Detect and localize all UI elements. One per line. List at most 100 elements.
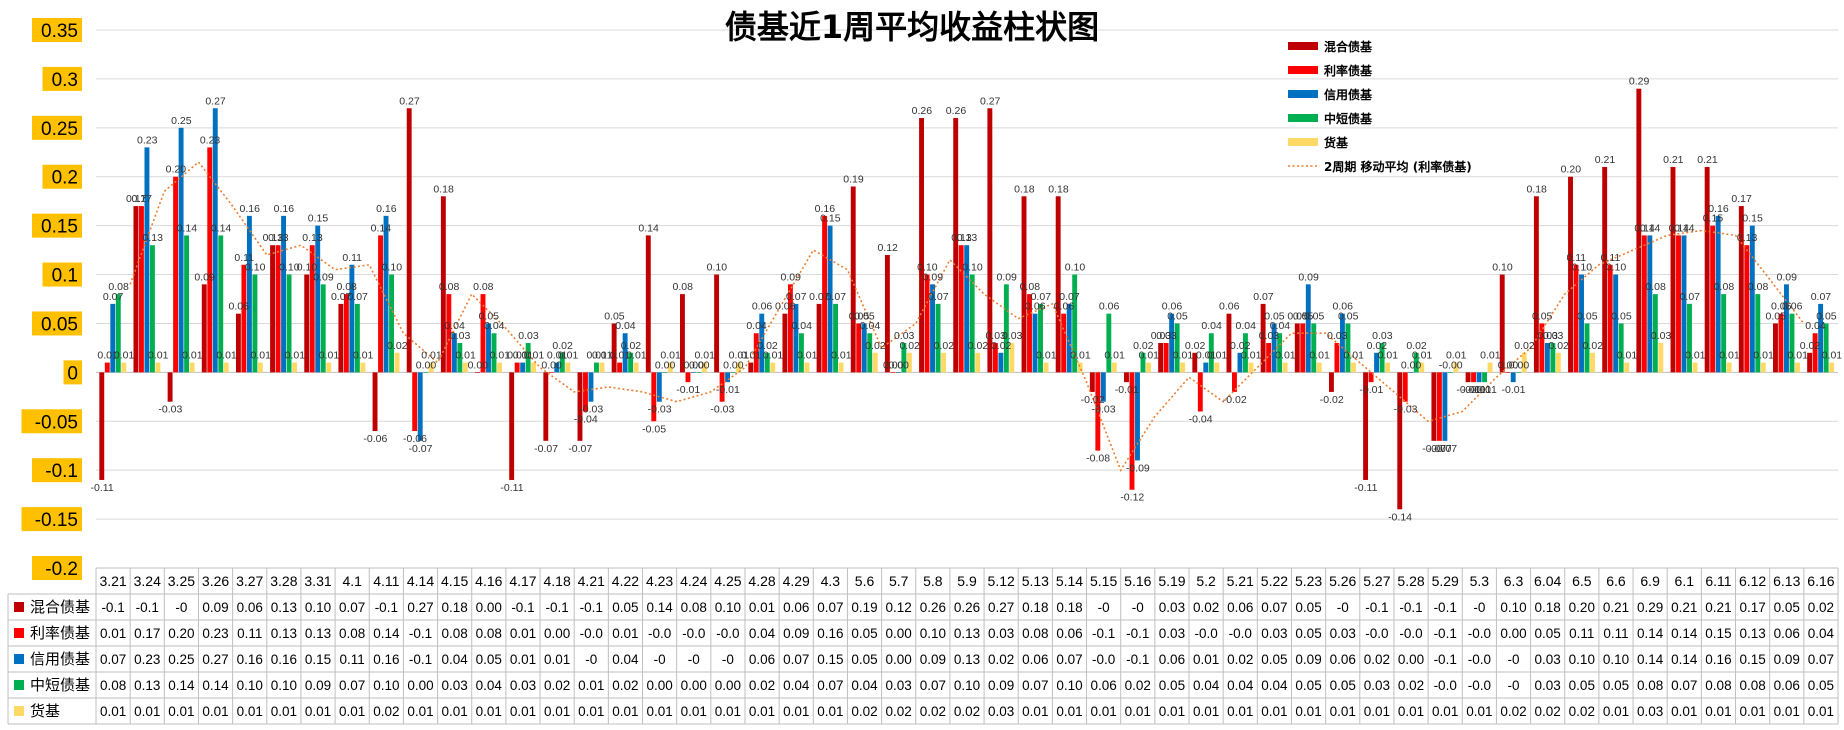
table-cell: 0.00 — [715, 678, 741, 693]
bar — [1795, 362, 1800, 373]
bar — [1692, 362, 1698, 373]
bar — [1681, 235, 1687, 373]
data-label: 0.00 — [723, 359, 744, 371]
table-cell: 0.01 — [100, 704, 126, 719]
bar — [270, 245, 276, 373]
bar — [838, 362, 844, 373]
data-label: 0.17 — [132, 193, 153, 205]
data-label: -0.01 — [676, 384, 700, 396]
table-cell: 0.01 — [1159, 704, 1185, 719]
data-label: 0.13 — [263, 232, 284, 244]
data-label: 0.08 — [473, 281, 494, 293]
table-cell: 0.25 — [168, 652, 194, 667]
table-cell: 0.08 — [1637, 678, 1663, 693]
data-label: 0.27 — [399, 95, 420, 107]
data-label: 0.08 — [108, 281, 129, 293]
data-label: 0.14 — [211, 222, 232, 234]
table-cell: 0.11 — [340, 652, 365, 667]
bar — [309, 245, 315, 373]
bar — [656, 372, 662, 402]
table-cell: 0.10 — [305, 600, 331, 615]
data-label: 0.13 — [1737, 232, 1758, 244]
table-cell: 0.05 — [1603, 678, 1629, 693]
table-cell: 0.27 — [407, 600, 433, 615]
bar — [1032, 313, 1038, 373]
table-cell: 0.01 — [100, 626, 126, 641]
data-label: 0.01 — [1788, 350, 1809, 362]
category-label: 5.16 — [1124, 573, 1151, 589]
data-label: -0.01 — [1467, 384, 1491, 396]
trendline-layer — [129, 160, 1805, 472]
bar — [895, 372, 901, 373]
bar — [480, 294, 486, 373]
bar — [1339, 313, 1345, 373]
table-cell: -0 — [1508, 678, 1520, 693]
table-legend-key — [14, 602, 24, 612]
table-cell: 0.15 — [817, 652, 843, 667]
table-cell: 0.06 — [1774, 678, 1800, 693]
category-label: 5.15 — [1090, 573, 1117, 589]
table-cell: 0.23 — [202, 626, 228, 641]
table-cell: -0.0 — [1468, 678, 1491, 693]
table-cell: 0.14 — [646, 600, 673, 615]
data-label: -0.11 — [91, 482, 114, 494]
bar — [110, 303, 116, 373]
data-label: 0.01 — [1617, 350, 1638, 362]
bar — [1784, 284, 1789, 373]
bar — [1232, 372, 1237, 392]
bar — [1311, 323, 1317, 373]
data-label: 0.04 — [791, 320, 812, 332]
table-cell: 0.07 — [100, 652, 126, 667]
bar — [782, 313, 788, 373]
bar — [770, 362, 776, 373]
data-label: 0.12 — [877, 242, 898, 254]
bar — [622, 333, 628, 373]
category-label: 4.24 — [680, 573, 707, 589]
bar — [1687, 303, 1692, 373]
bar — [1715, 215, 1721, 373]
data-label: 0.10 — [279, 262, 300, 274]
table-cell: 0.02 — [1125, 678, 1151, 693]
data-label: -0.07 — [534, 443, 558, 455]
bar — [1055, 196, 1061, 373]
category-label: 6.5 — [1572, 573, 1592, 589]
data-label: 0.08 — [336, 281, 357, 293]
table-cell: 0.21 — [1705, 600, 1731, 615]
data-label: 0.01 — [763, 350, 784, 362]
data-label: 0.14 — [371, 222, 392, 234]
data-label: 0.09 — [923, 271, 944, 283]
table-legend-key — [14, 706, 24, 716]
bar — [1316, 362, 1322, 373]
table-cell: -0.0 — [1399, 626, 1422, 641]
table-cell: 0.00 — [886, 626, 912, 641]
bar — [133, 206, 139, 373]
data-label: 0.23 — [200, 134, 221, 146]
data-label: 0.10 — [917, 262, 938, 274]
bar — [1818, 303, 1824, 373]
bar — [884, 254, 890, 373]
bar — [326, 362, 332, 373]
bar — [1180, 362, 1186, 373]
data-label: 0.05 — [1611, 310, 1632, 322]
table-cell: 0.01 — [510, 626, 536, 641]
category-label: 5.6 — [855, 573, 875, 589]
data-label: 0.16 — [815, 203, 836, 215]
bar — [930, 284, 935, 373]
table-cell: -0.1 — [409, 626, 432, 641]
data-label: -0.03 — [710, 404, 734, 416]
bar — [1442, 372, 1448, 441]
bar — [389, 274, 394, 373]
bar — [1021, 196, 1027, 373]
bar — [1544, 343, 1550, 373]
bar — [1726, 362, 1732, 373]
table-cell: 0.04 — [1227, 678, 1254, 693]
data-label: 0.01 — [114, 350, 135, 362]
data-label: 0.16 — [274, 203, 295, 215]
bar — [1328, 372, 1334, 392]
data-label: 0.14 — [177, 222, 198, 234]
data-label: 0.01 — [1378, 350, 1399, 362]
bar — [1579, 274, 1584, 373]
table-cell: 0.05 — [1159, 678, 1185, 693]
category-label: 4.29 — [783, 573, 810, 589]
table-cell: 0.06 — [237, 600, 263, 615]
